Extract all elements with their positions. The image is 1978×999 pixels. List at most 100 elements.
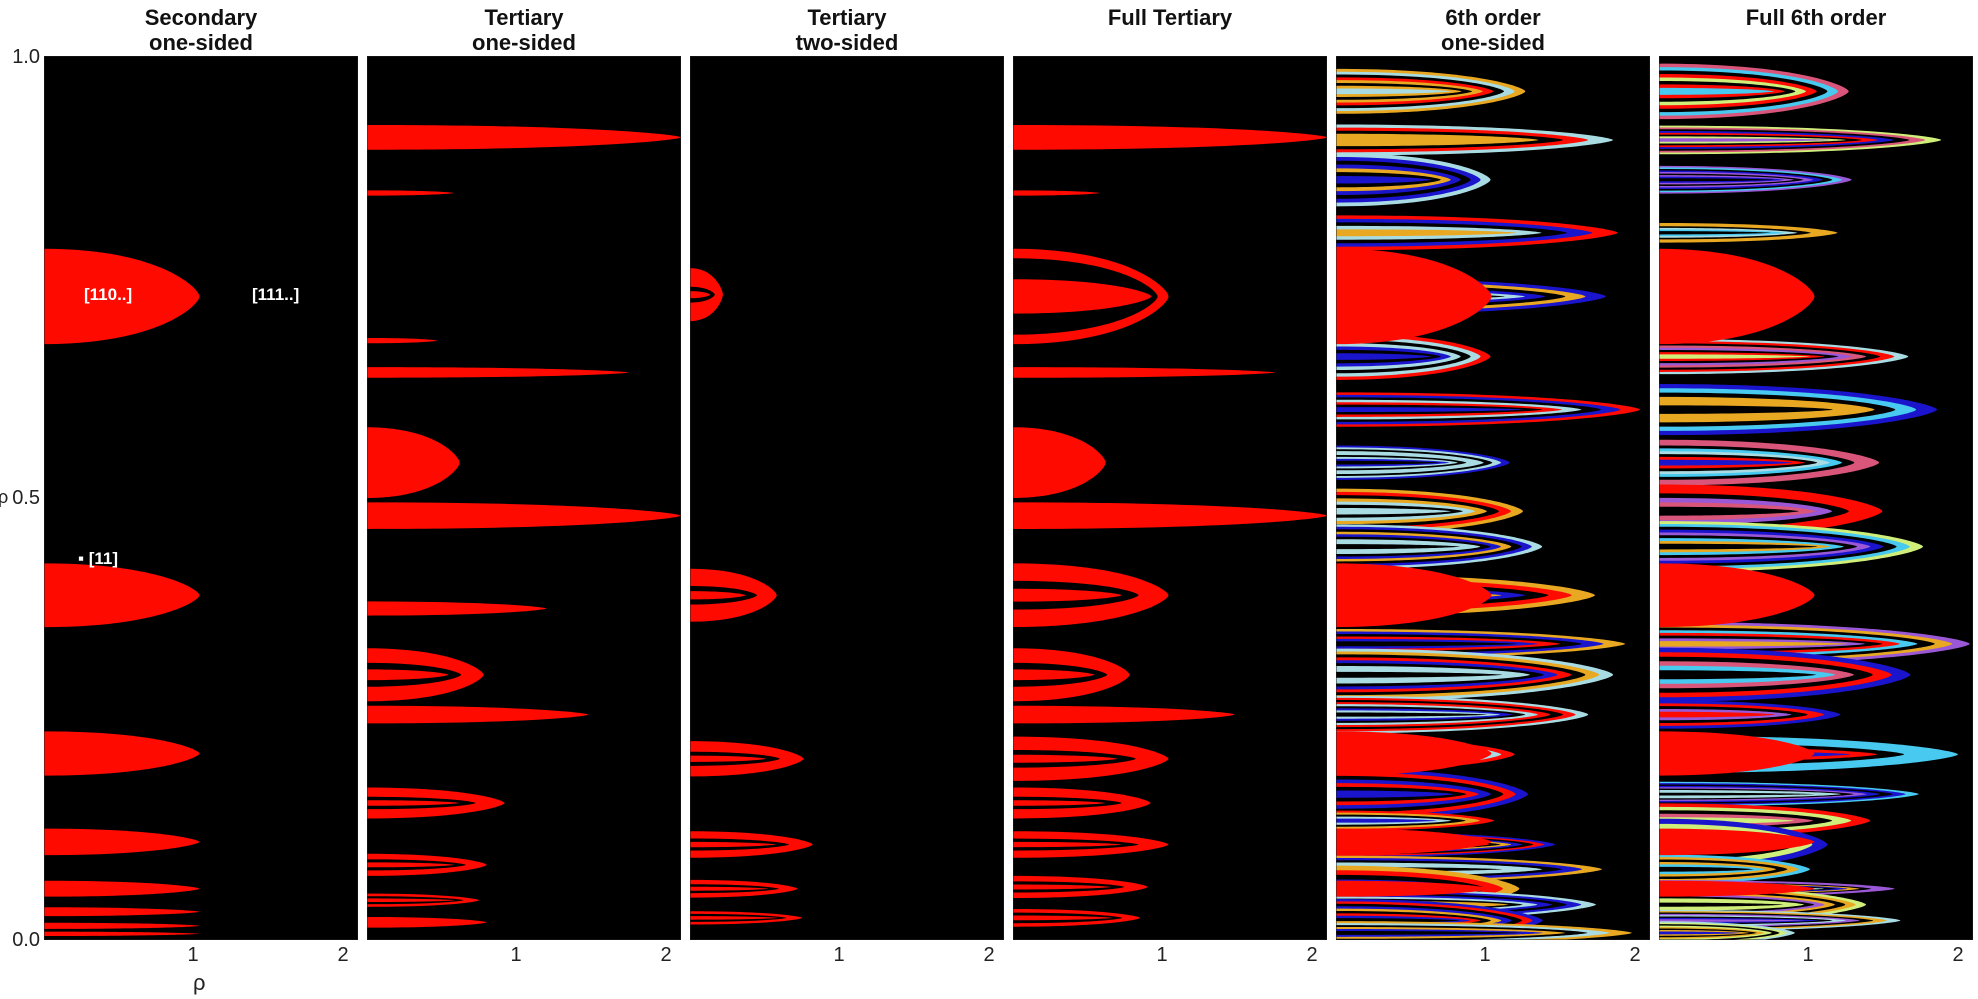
basin-band bbox=[1659, 288, 1780, 305]
basin-band bbox=[1659, 442, 1867, 483]
basin-band bbox=[1336, 704, 1538, 725]
region-gap bbox=[690, 751, 780, 766]
basin-band bbox=[1336, 539, 1481, 555]
basin-band bbox=[1336, 812, 1480, 829]
basin-band bbox=[1336, 930, 1521, 935]
basin-band bbox=[1659, 354, 1811, 359]
basin-band bbox=[1336, 818, 1438, 823]
basin-band bbox=[1659, 735, 1958, 774]
basin-band bbox=[1659, 396, 1875, 423]
basin-band bbox=[1659, 224, 1825, 241]
region-core bbox=[1013, 800, 1106, 806]
basin-band bbox=[1336, 838, 1501, 851]
basin-band bbox=[1659, 459, 1793, 466]
basin-band bbox=[1659, 588, 1760, 603]
basin-band bbox=[1659, 627, 1935, 661]
basin-band bbox=[1336, 124, 1614, 156]
basin-band bbox=[1659, 888, 1856, 922]
basin-band bbox=[1336, 349, 1441, 364]
basin-band bbox=[1659, 883, 1848, 894]
region-lobe bbox=[690, 741, 804, 777]
basin-band bbox=[1659, 919, 1806, 922]
region-lobe bbox=[1013, 705, 1235, 724]
basin-band bbox=[1336, 740, 1502, 768]
basin-band bbox=[1336, 772, 1516, 817]
region-lobe bbox=[1336, 828, 1492, 856]
basin-band bbox=[1336, 407, 1523, 413]
basin-band bbox=[1336, 281, 1586, 312]
basin-band bbox=[1336, 225, 1542, 240]
basin-band bbox=[1659, 909, 1901, 932]
basin-band bbox=[1336, 843, 1468, 846]
basin-band bbox=[1659, 284, 1802, 309]
basin-band bbox=[1336, 488, 1523, 534]
basin-band bbox=[1659, 708, 1792, 721]
basin-band bbox=[1659, 343, 1881, 370]
basin-band bbox=[1336, 833, 1545, 856]
basin-band bbox=[1659, 791, 1828, 797]
region-lobe bbox=[1336, 248, 1492, 345]
basin-band bbox=[1659, 703, 1825, 726]
basin-band bbox=[1336, 648, 1614, 702]
basin-band bbox=[1659, 885, 1824, 892]
region-gap bbox=[690, 286, 715, 303]
basin-band bbox=[1336, 447, 1502, 478]
basin-band bbox=[1336, 706, 1526, 723]
basin-band bbox=[1336, 663, 1544, 687]
basin-band bbox=[1659, 167, 1842, 193]
basin-band bbox=[1336, 874, 1487, 903]
x-tick-label: 1 bbox=[1156, 944, 1168, 966]
basin-band bbox=[1659, 641, 1848, 647]
basin-band bbox=[1659, 652, 1892, 698]
region-lobe bbox=[44, 922, 200, 929]
basin-band bbox=[1659, 532, 1871, 561]
region-lobe bbox=[1659, 828, 1815, 856]
panel-title-5: 6th order one-sided bbox=[1441, 5, 1545, 55]
basin-band bbox=[1336, 700, 1564, 730]
basin-band bbox=[1659, 900, 1794, 909]
basin-band bbox=[1659, 892, 1835, 918]
basin-band bbox=[1659, 543, 1818, 550]
region-core bbox=[690, 591, 746, 600]
basin-band bbox=[1336, 574, 1595, 616]
basin-band bbox=[1336, 929, 1543, 937]
basin-band bbox=[1336, 278, 1606, 315]
region-core bbox=[690, 841, 776, 848]
basin-band bbox=[1659, 451, 1830, 475]
basin-band bbox=[1659, 927, 1765, 939]
region-core bbox=[367, 862, 454, 868]
panel-border bbox=[367, 56, 681, 940]
y-axis-label: ρ bbox=[0, 487, 9, 507]
basin-band bbox=[1659, 526, 1897, 567]
basin-band bbox=[1659, 586, 1768, 605]
basin-band bbox=[1659, 706, 1808, 724]
basin-band bbox=[1336, 80, 1483, 103]
basin-band bbox=[1336, 536, 1491, 557]
basin-band bbox=[1336, 743, 1488, 766]
basin-band bbox=[1336, 531, 1512, 562]
region-gap bbox=[1013, 662, 1108, 687]
basin-band bbox=[1336, 810, 1495, 831]
panel-title-2: Tertiary one-sided bbox=[472, 5, 576, 55]
panel-title-6: Full 6th order bbox=[1745, 5, 1887, 30]
basin-band bbox=[1659, 222, 1838, 243]
basin-band bbox=[1659, 861, 1776, 877]
basin-band bbox=[1659, 484, 1883, 539]
basin-band bbox=[1659, 170, 1823, 190]
region-lobe bbox=[367, 601, 547, 616]
region-lobe bbox=[367, 190, 454, 196]
basin-band bbox=[1336, 902, 1494, 907]
basin-band bbox=[1336, 504, 1463, 518]
basin-band bbox=[1336, 695, 1589, 734]
basin-band bbox=[1659, 173, 1804, 186]
basin-band bbox=[1336, 333, 1491, 380]
basin-band bbox=[1659, 834, 1783, 855]
basin-band bbox=[1336, 127, 1589, 153]
basin-band bbox=[1659, 885, 1866, 924]
basin-band bbox=[1659, 80, 1796, 102]
basin-band bbox=[1659, 921, 1795, 940]
basin-band bbox=[1659, 125, 1942, 155]
basin-band bbox=[1659, 67, 1839, 116]
y-tick-label: 0.5 bbox=[12, 487, 40, 509]
basin-band bbox=[1336, 399, 1582, 420]
